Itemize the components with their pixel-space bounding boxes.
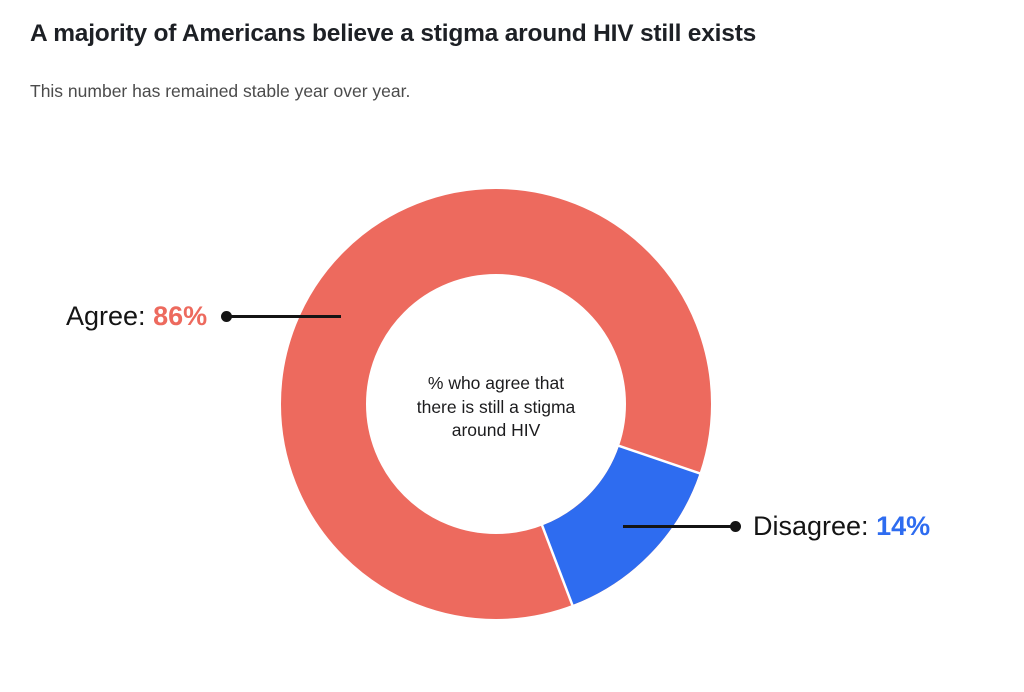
segment-separator xyxy=(611,442,707,477)
agree-leader-line xyxy=(226,315,341,318)
page-subtitle: This number has remained stable year ove… xyxy=(30,81,411,101)
donut-segment-agree xyxy=(281,189,711,619)
agree-callout: Agree: 86% xyxy=(66,301,207,332)
donut-chart xyxy=(281,189,711,619)
agree-value: 86% xyxy=(153,301,208,331)
disagree-leader-dot xyxy=(730,521,741,532)
disagree-callout: Disagree: 14% xyxy=(753,511,930,542)
segment-separator xyxy=(538,517,577,612)
disagree-leader-line xyxy=(623,525,733,528)
disagree-label: Disagree: xyxy=(753,511,869,541)
center-label-line: around HIV xyxy=(451,420,541,440)
donut-center-label: % who agree that there is still a stigma… xyxy=(376,372,616,443)
page-title: A majority of Americans believe a stigma… xyxy=(30,20,757,47)
disagree-value: 14% xyxy=(876,511,931,541)
agree-label: Agree: xyxy=(66,301,146,331)
center-label-line: % who agree that xyxy=(427,373,565,393)
center-label-line: there is still a stigma xyxy=(416,396,576,417)
